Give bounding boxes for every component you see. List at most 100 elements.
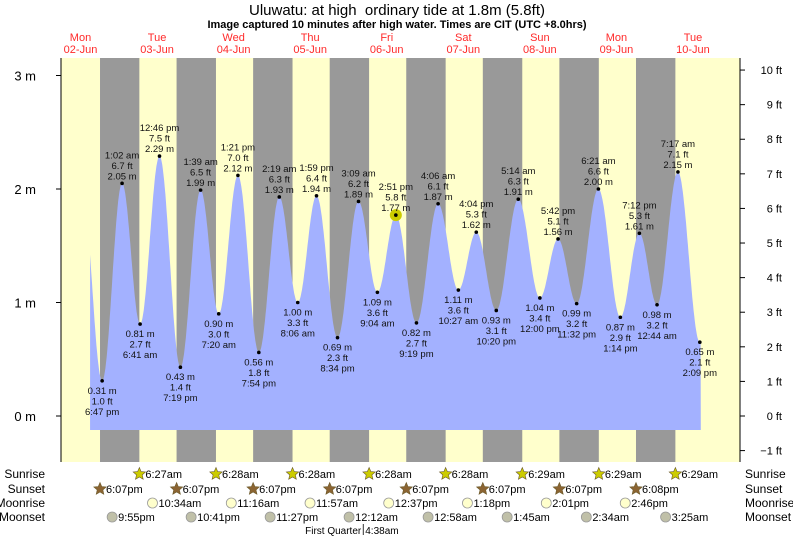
low-tide-label: 2.9 ft bbox=[610, 333, 631, 344]
tide-point bbox=[698, 340, 702, 345]
low-tide-label: 9:04 am bbox=[360, 318, 394, 329]
day-label-date: 06-Jun bbox=[370, 44, 404, 56]
tide-point bbox=[556, 237, 560, 241]
sun-icon bbox=[285, 466, 300, 480]
sunset-icon bbox=[93, 481, 107, 495]
day-label-date: 09-Jun bbox=[600, 44, 634, 56]
high-tide-label: 1:02 am bbox=[105, 150, 139, 161]
high-tide-label: 6.2 ft bbox=[348, 179, 369, 190]
high-tide-label: 1.94 m bbox=[302, 184, 331, 195]
moonrise-icon bbox=[540, 497, 552, 509]
axes: 0 m 1 m 2 m 3 m −1 ft 0 ft 1 ft 2 ft 3 ft 4 ft 5 f… bbox=[14, 58, 782, 462]
high-tide-label: 7:12 pm bbox=[622, 200, 656, 211]
moonrise-time: 11:57am bbox=[316, 498, 358, 510]
low-tide-label: 0.82 m bbox=[402, 328, 431, 339]
moonrise-icon bbox=[383, 497, 395, 509]
tide-point bbox=[538, 296, 542, 300]
moonrise-icon bbox=[225, 497, 237, 509]
moonrise-time: 11:16am bbox=[237, 498, 279, 510]
high-tide-label: 1.62 m bbox=[462, 220, 491, 231]
high-tide-label: 7.5 ft bbox=[149, 134, 170, 145]
y-tick-label-m: 3 m bbox=[14, 69, 36, 84]
high-tide-label: 7.1 ft bbox=[667, 149, 688, 160]
sun-icon bbox=[362, 466, 377, 480]
high-tide-label: 1.93 m bbox=[265, 185, 294, 196]
high-tide-label: 2.05 m bbox=[108, 171, 137, 182]
tide-point bbox=[456, 288, 461, 292]
day-labels: Mon02-JunTue03-JunWed04-JunThu05-JunFri0… bbox=[64, 32, 710, 56]
high-tide-label: 5.1 ft bbox=[547, 216, 568, 227]
high-tide-label: 2.00 m bbox=[584, 177, 613, 188]
sunrise-time: 6:28am bbox=[222, 469, 259, 481]
day-label-date: 04-Jun bbox=[217, 44, 251, 56]
sunset-time: 6:07pm bbox=[412, 484, 449, 496]
moon-phase-label: First Quarter bbox=[305, 526, 362, 537]
sunrise-row-label-right: Sunrise bbox=[745, 467, 786, 481]
low-tide-label: 2:09 pm bbox=[683, 368, 717, 379]
y-tick-label-ft: 9 ft bbox=[767, 100, 782, 112]
low-tide-label: 1.11 m bbox=[444, 295, 472, 306]
moonset-icon bbox=[343, 511, 355, 523]
day-label-date: 02-Jun bbox=[64, 44, 98, 56]
low-tide-label: 0.65 m bbox=[685, 347, 714, 358]
y-tick-label-ft: 3 ft bbox=[767, 307, 782, 319]
low-tide-label: 0.99 m bbox=[562, 309, 591, 320]
tide-point bbox=[314, 194, 319, 198]
high-tide-label: 1.99 m bbox=[186, 178, 215, 189]
y-tick-label-ft: 7 ft bbox=[767, 169, 782, 181]
y-tick-label-ft: 6 ft bbox=[767, 203, 782, 215]
low-tide-label: 2.1 ft bbox=[689, 358, 710, 369]
sunset-time: 6:07pm bbox=[336, 484, 373, 496]
y-tick-label-ft: 2 ft bbox=[767, 342, 782, 354]
tide-area bbox=[90, 156, 701, 430]
low-tide-label: 7:19 pm bbox=[163, 393, 197, 404]
moonset-time: 12:12am bbox=[355, 512, 398, 524]
tide-point bbox=[295, 300, 300, 305]
tide-point bbox=[394, 213, 398, 217]
low-tide-label: 0.81 m bbox=[126, 329, 155, 340]
tide-point bbox=[574, 301, 579, 306]
tide-point bbox=[157, 154, 162, 158]
moonset-time: 3:25am bbox=[672, 512, 709, 524]
moonrise-time: 1:18pm bbox=[473, 498, 510, 510]
low-tide-label: 3.4 ft bbox=[529, 313, 550, 324]
sunset-time: 6:07pm bbox=[489, 484, 526, 496]
low-tide-label: 12:00 pm bbox=[520, 324, 560, 335]
high-tide-label: 1.61 m bbox=[625, 221, 654, 232]
moonset-icon bbox=[660, 511, 671, 523]
moonset-row-label-right: Moonset bbox=[745, 510, 792, 524]
low-tide-label: 10:20 pm bbox=[476, 336, 516, 347]
high-tide-label: 6:21 am bbox=[581, 156, 615, 167]
low-tide-label: 6:41 am bbox=[123, 350, 157, 361]
low-tide-label: 0.98 m bbox=[643, 310, 672, 321]
sunrise-time: 6:29am bbox=[528, 469, 565, 481]
moonset-time: 1:45am bbox=[513, 512, 550, 524]
y-tick-label-m: 0 m bbox=[14, 409, 36, 424]
y-tick-label-ft: 10 ft bbox=[761, 65, 782, 77]
high-tide-label: 1.91 m bbox=[504, 187, 533, 198]
low-tide-label: 2.3 ft bbox=[327, 353, 348, 364]
tide-point bbox=[494, 308, 499, 313]
moonset-icon bbox=[106, 511, 118, 523]
sunset-time: 6:07pm bbox=[106, 484, 143, 496]
low-tide-label: 0.69 m bbox=[323, 343, 352, 354]
y-tick-label-ft: 0 ft bbox=[767, 411, 782, 423]
moonrise-row-label: Moonrise bbox=[0, 496, 45, 510]
moonset-row-label: Moonset bbox=[0, 510, 46, 524]
sunset-icon bbox=[322, 481, 337, 495]
day-label-dow: Tue bbox=[684, 32, 703, 44]
high-tide-label: 5.3 ft bbox=[466, 210, 487, 221]
low-tide-label: 3.2 ft bbox=[646, 320, 667, 331]
sunrise-time: 6:28am bbox=[375, 469, 412, 481]
high-tide-label: 6.5 ft bbox=[190, 168, 211, 179]
sun-icon bbox=[132, 466, 147, 480]
sunset-icon bbox=[629, 481, 643, 495]
day-label-date: 08-Jun bbox=[523, 44, 557, 56]
low-tide-label: 1:14 pm bbox=[603, 343, 637, 354]
low-tide-label: 0.56 m bbox=[244, 357, 273, 368]
tide-point bbox=[138, 322, 142, 326]
sunset-icon bbox=[246, 481, 261, 495]
sun-icon bbox=[209, 466, 223, 480]
chart-title: Uluwatu: at high ordinary tide at 1.8m (… bbox=[249, 2, 545, 19]
